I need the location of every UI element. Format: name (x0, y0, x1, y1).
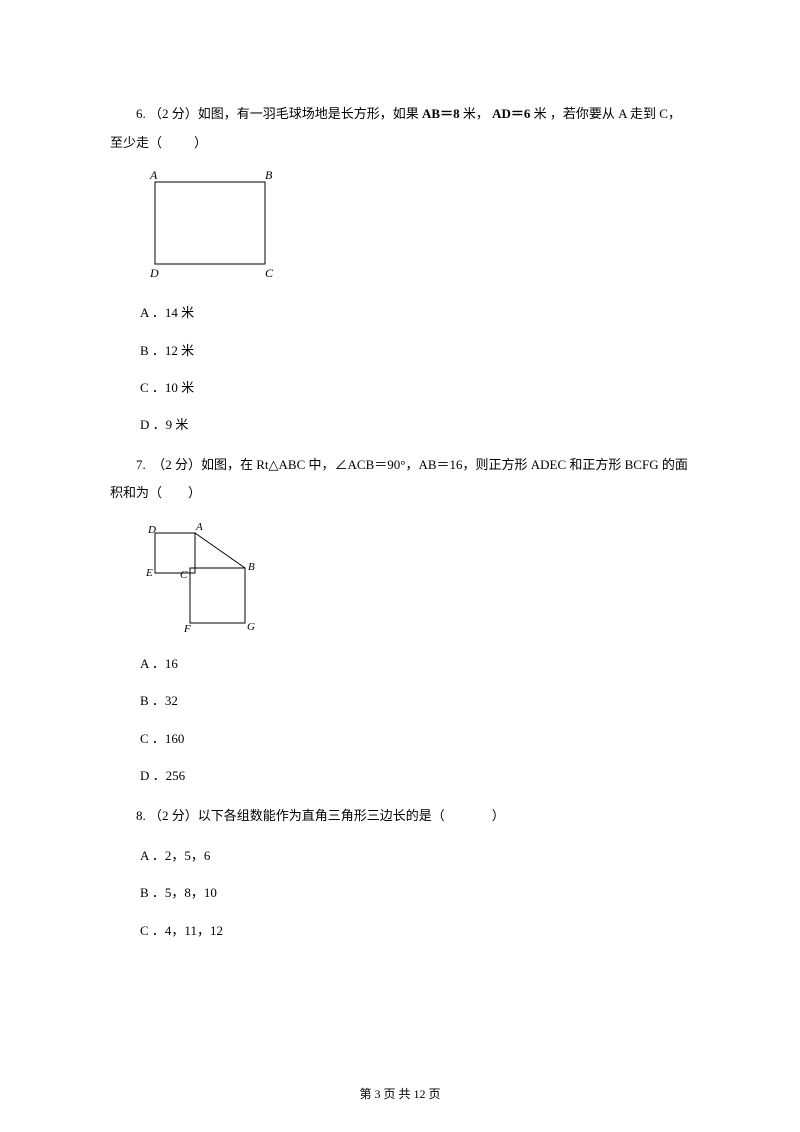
q6-ad: AD＝6 (489, 106, 531, 121)
label-D: D (147, 524, 156, 536)
q8-option-c: C ．4，11，12 (140, 919, 690, 942)
label-b: B (265, 168, 273, 182)
q6-option-d: D ．9 米 (140, 413, 690, 436)
q7-option-c: C ．160 (140, 727, 690, 750)
q8-text: 8. （2 分）以下各组数能作为直角三角形三边长的是 (136, 808, 432, 823)
q7-figure: D A E C B F G (140, 518, 690, 638)
q6-paren: （ ） (149, 135, 209, 150)
q7-option-d: D ．256 (140, 764, 690, 787)
q6-option-c: C ．10 米 (140, 376, 690, 399)
rectangle-diagram: A B D C (140, 167, 280, 282)
label-E: E (145, 567, 153, 579)
q7-text: 7. （2 分）如图，在 Rt△ABC 中，∠ACB＝90°，AB＝16，则正方… (110, 457, 688, 501)
q7-option-b: B ．32 (140, 689, 690, 712)
label-a: A (149, 168, 158, 182)
q6-option-b: B ．12 米 (140, 339, 690, 362)
label-F: F (183, 623, 191, 633)
question-6: 6. （2 分）如图，有一羽毛球场地是长方形，如果 AB＝8 米， AD＝6 米… (110, 100, 690, 157)
q8-paren: （ ） (432, 808, 507, 823)
question-8: 8. （2 分）以下各组数能作为直角三角形三边长的是（ ） (110, 802, 690, 831)
label-d: D (149, 266, 159, 280)
label-A: A (195, 521, 203, 533)
label-c: C (265, 266, 274, 280)
label-G: G (247, 621, 255, 633)
q6-figure: A B D C (140, 167, 690, 287)
q6-text-prefix: 6. （2 分）如图，有一羽毛球场地是长方形，如果 (136, 106, 422, 121)
q6-unit1: 米， (460, 106, 489, 121)
q8-option-b: B ．5，8，10 (140, 881, 690, 904)
label-B: B (248, 561, 255, 573)
question-7: 7. （2 分）如图，在 Rt△ABC 中，∠ACB＝90°，AB＝16，则正方… (110, 451, 690, 508)
squares-diagram: D A E C B F G (140, 518, 290, 633)
q6-ab: AB＝8 (422, 106, 460, 121)
q8-option-a: A ．2，5，6 (140, 844, 690, 867)
q6-option-a: A ．14 米 (140, 301, 690, 324)
page-footer: 第 3 页 共 12 页 (0, 1085, 800, 1102)
q7-option-a: A ．16 (140, 652, 690, 675)
page-content: 6. （2 分）如图，有一羽毛球场地是长方形，如果 AB＝8 米， AD＝6 米… (0, 0, 800, 996)
label-C: C (180, 569, 188, 581)
